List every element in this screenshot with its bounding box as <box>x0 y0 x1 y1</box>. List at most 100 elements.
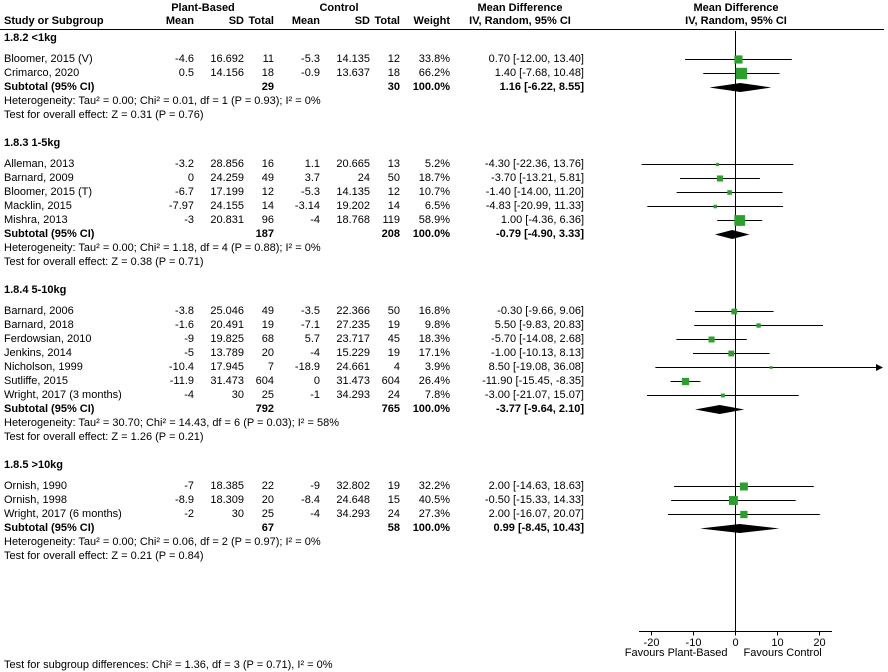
plant-mean: 0 <box>187 171 194 184</box>
effect-square <box>716 175 723 182</box>
ci-text: 1.16 [-6.22, 8.55] <box>499 80 584 93</box>
subtotal-row: Subtotal (95% CI) 29 30 100.0% 1.16 [-6.22, … <box>0 80 888 94</box>
effect-square <box>728 496 738 505</box>
plot-cell <box>588 479 884 493</box>
plot-svg <box>674 479 814 493</box>
heterogeneity-text: Heterogeneity: Tau² = 0.00; Chi² = 1.18,… <box>4 241 321 254</box>
axis-cell: -20 -10 0 10 20 Favours Plant-Based Favours Co… <box>588 623 884 657</box>
plot-svg <box>670 374 736 388</box>
control-mean: -18.9 <box>294 360 320 373</box>
plot-cell <box>588 346 884 360</box>
plot-svg <box>694 318 823 332</box>
control-sd: 34.293 <box>336 388 370 401</box>
plot-svg <box>735 472 736 479</box>
weight-value: 17.1% <box>418 346 450 359</box>
subtotal-row: Subtotal (95% CI) 187 208 100.0% -0.79 [-4.9… <box>0 227 888 241</box>
plant-sd: 17.945 <box>210 360 244 373</box>
ci-text: 2.00 [-16.07, 20.07] <box>488 507 584 520</box>
weight-value: 66.2% <box>418 66 450 79</box>
control-total: 14 <box>387 199 400 212</box>
plot-svg <box>647 199 784 213</box>
plot-cell <box>588 521 884 535</box>
col-header-study: Study or Subgroup <box>4 15 104 27</box>
control-sd: 22.366 <box>336 304 370 317</box>
control-mean: -5.3 <box>301 185 320 198</box>
control-mean: -4 <box>310 346 320 359</box>
plot-cell <box>588 283 884 297</box>
plot-cell <box>588 444 884 458</box>
subgroup-label: 1.8.5 >10kg <box>4 458 64 471</box>
tick-label: 20 <box>813 637 825 649</box>
study-row: Ornish, 1998 -8.9 18.309 20 -8.4 24.648 15 40.5… <box>0 493 888 507</box>
plant-sd: 31.473 <box>210 374 244 387</box>
subtotal-row: Subtotal (95% CI) 792 765 100.0% -3.77 [-9.6… <box>0 402 888 416</box>
plot-cell <box>588 563 884 577</box>
subtotal-label: Subtotal (95% CI) <box>4 521 95 534</box>
plot-svg <box>735 283 736 297</box>
axis-row: -20 -10 0 10 20 Favours Plant-Based Favours Co… <box>0 623 888 657</box>
study-row: Barnard, 2009 0 24.259 49 3.7 24 50 18.7% -3.70 … <box>0 171 888 185</box>
plot-svg <box>735 241 736 255</box>
ci-text: 5.50 [-9.83, 20.83] <box>494 318 584 331</box>
control-mean: -4 <box>310 213 320 226</box>
control-sd: 13.637 <box>336 66 370 79</box>
plant-total: 96 <box>261 213 274 226</box>
plant-total: 18 <box>261 66 274 79</box>
header-divider <box>0 29 884 30</box>
weight-value: 7.8% <box>424 388 450 401</box>
plot-cell <box>588 332 884 346</box>
plot-cell <box>588 507 884 521</box>
control-sd: 20.665 <box>336 157 370 170</box>
control-mean: 1.1 <box>304 157 320 170</box>
plot-cell <box>588 227 884 241</box>
plot-svg <box>735 45 736 52</box>
col-header-plant-total: Total <box>248 15 274 27</box>
plot-cell <box>588 360 884 374</box>
plot-svg <box>735 108 736 122</box>
plot-svg <box>647 388 799 402</box>
control-total: 119 <box>382 213 400 226</box>
col-header-ci-plot: IV, Random, 95% CI <box>685 15 787 27</box>
overall-effect-text: Test for overall effect: Z = 0.21 (P = 0… <box>4 549 204 562</box>
plot-cell <box>588 304 884 318</box>
weight-value: 58.9% <box>418 213 450 226</box>
plot-svg <box>735 416 736 430</box>
plot-cell <box>588 374 884 388</box>
control-sd: 24.648 <box>336 493 370 506</box>
plant-total: 14 <box>261 199 274 212</box>
plant-sd: 30 <box>231 507 244 520</box>
heterogeneity-row: Heterogeneity: Tau² = 0.00; Chi² = 0.01,… <box>0 94 888 108</box>
plant-total: 792 <box>255 402 274 415</box>
plot-cell <box>588 52 884 66</box>
col-header-plant-sd: SD <box>228 15 244 27</box>
plot-svg <box>735 297 736 304</box>
plant-mean: -8.9 <box>175 493 194 506</box>
study-row: Barnard, 2018 -1.6 20.491 19 -7.1 27.235 19 9.8… <box>0 318 888 332</box>
plant-mean: -7 <box>184 479 194 492</box>
plot-cell <box>588 199 884 213</box>
study-name: Barnard, 2018 <box>4 318 74 331</box>
spacer-row <box>0 269 888 283</box>
subtotal-label: Subtotal (95% CI) <box>4 402 95 415</box>
plot-svg <box>735 458 736 472</box>
plot-svg <box>676 332 747 346</box>
plant-total: 20 <box>261 346 274 359</box>
plot-svg <box>735 94 736 108</box>
control-total: 765 <box>381 402 400 415</box>
study-row: Barnard, 2006 -3.8 25.046 49 -3.5 22.366 50 16.… <box>0 304 888 318</box>
plot-svg <box>735 122 736 136</box>
ci-text: 2.00 [-14.63, 18.63] <box>488 479 584 492</box>
plot-svg <box>676 185 783 199</box>
col-header-control-sd: SD <box>354 15 370 27</box>
plot-cell <box>588 318 884 332</box>
control-total: 50 <box>387 171 400 184</box>
effect-square <box>708 336 715 343</box>
control-mean: -0.9 <box>301 66 320 79</box>
control-mean: -1 <box>310 388 320 401</box>
spacer-row <box>0 297 888 304</box>
plot-cell <box>588 493 884 507</box>
weight-value: 5.2% <box>424 157 450 170</box>
axis-svg: -20 -10 0 10 20 Favours Plant-Based Favours Co… <box>625 623 833 657</box>
plant-mean: -11.9 <box>169 374 194 387</box>
plot-svg <box>641 157 794 171</box>
